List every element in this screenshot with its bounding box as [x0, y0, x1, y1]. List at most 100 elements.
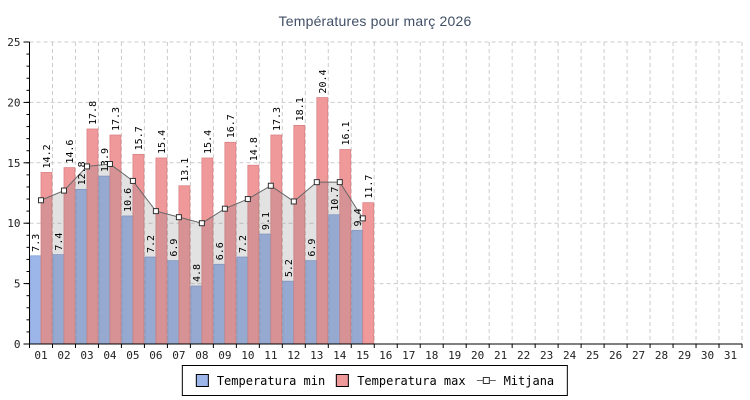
svg-text:6.9: 6.9 — [169, 239, 180, 257]
svg-text:13.9: 13.9 — [100, 148, 111, 172]
min-swatch-icon — [195, 374, 209, 387]
mitjana-marker-day-15 — [359, 215, 366, 222]
mitjana-marker-day-12 — [290, 198, 297, 205]
max-swatch-icon — [336, 374, 350, 387]
mitjana-marker-day-14 — [336, 179, 343, 186]
x-tick-label-10: 10 — [241, 349, 254, 362]
x-tick-label-07: 07 — [172, 349, 185, 362]
mitjana-marker-icon — [476, 374, 496, 387]
svg-text:6.6: 6.6 — [215, 242, 226, 260]
x-tick-label-15: 15 — [356, 349, 369, 362]
x-tick-label-25: 25 — [586, 349, 599, 362]
x-tick-label-04: 04 — [103, 349, 117, 362]
x-tick-label-08: 08 — [195, 349, 208, 362]
svg-text:25: 25 — [7, 36, 20, 49]
legend-item-max: Temperatura max — [336, 373, 466, 388]
x-tick-label-27: 27 — [632, 349, 645, 362]
svg-text:14.6: 14.6 — [65, 140, 76, 164]
x-tick-label-21: 21 — [494, 349, 507, 362]
svg-text:7.4: 7.4 — [54, 233, 65, 251]
x-tick-label-14: 14 — [333, 349, 347, 362]
svg-text:10: 10 — [7, 217, 20, 230]
svg-text:20.4: 20.4 — [318, 69, 329, 93]
x-tick-label-11: 11 — [264, 349, 277, 362]
x-tick-label-23: 23 — [540, 349, 553, 362]
svg-text:6.9: 6.9 — [307, 239, 318, 257]
svg-text:4.8: 4.8 — [192, 264, 203, 282]
legend-max-label: Temperatura max — [357, 373, 466, 388]
x-tick-label-24: 24 — [563, 349, 577, 362]
x-tick-label-01: 01 — [34, 349, 47, 362]
svg-text:20: 20 — [7, 96, 20, 109]
svg-text:9.1: 9.1 — [261, 212, 272, 230]
mitjana-marker-day-08 — [198, 220, 205, 227]
mitjana-area — [40, 164, 363, 344]
mitjana-square-glyph — [482, 377, 490, 384]
svg-text:0: 0 — [14, 338, 21, 351]
x-tick-label-17: 17 — [402, 349, 415, 362]
x-tick-label-26: 26 — [609, 349, 622, 362]
svg-text:5.2: 5.2 — [284, 259, 295, 277]
x-tick-label-02: 02 — [57, 349, 70, 362]
svg-text:17.8: 17.8 — [88, 101, 99, 125]
mitjana-marker-day-01 — [37, 197, 44, 204]
svg-text:16.7: 16.7 — [226, 114, 237, 138]
svg-text:11.7: 11.7 — [364, 175, 375, 199]
x-tick-label-31: 31 — [724, 349, 737, 362]
mitjana-marker-day-10 — [244, 196, 251, 203]
mitjana-marker-day-09 — [221, 205, 228, 212]
svg-text:7.2: 7.2 — [146, 235, 157, 253]
legend: Temperatura min Temperatura max Mitjana — [181, 365, 569, 396]
svg-text:14.2: 14.2 — [42, 144, 53, 168]
x-tick-label-16: 16 — [379, 349, 392, 362]
x-tick-label-30: 30 — [701, 349, 714, 362]
x-tick-label-03: 03 — [80, 349, 93, 362]
legend-item-mitjana: Mitjana — [476, 373, 555, 388]
x-tick-label-19: 19 — [448, 349, 461, 362]
x-tick-label-05: 05 — [126, 349, 139, 362]
svg-text:18.1: 18.1 — [295, 97, 306, 121]
x-tick-label-18: 18 — [425, 349, 438, 362]
svg-text:14.8: 14.8 — [249, 137, 260, 161]
plot-area: 7.3 7.4 12.8 13.9 10.6 7.2 6.9 4.8 6.6 7.2 9.1 5.2 6… — [7, 36, 743, 362]
legend-item-min: Temperatura min — [195, 374, 325, 388]
mitjana-marker-day-04 — [106, 161, 113, 168]
x-tick-label-12: 12 — [287, 349, 300, 362]
legend-mitjana-label: Mitjana — [503, 373, 555, 388]
x-tick-label-09: 09 — [218, 349, 231, 362]
x-tick-label-28: 28 — [655, 349, 668, 362]
chart-title: Températures pour març 2026 — [278, 13, 472, 29]
svg-text:13.1: 13.1 — [180, 158, 191, 182]
mitjana-marker-day-11 — [267, 182, 274, 189]
x-tick-label-22: 22 — [517, 349, 530, 362]
svg-text:17.3: 17.3 — [111, 107, 122, 131]
svg-text:5: 5 — [14, 278, 21, 291]
bar-max-day-15 — [362, 202, 375, 345]
svg-text:10.6: 10.6 — [123, 188, 134, 212]
svg-text:9.4: 9.4 — [353, 208, 364, 226]
x-tick-label-20: 20 — [471, 349, 484, 362]
svg-text:7.3: 7.3 — [31, 234, 42, 252]
svg-text:15.4: 15.4 — [203, 130, 214, 154]
mitjana-marker-day-07 — [175, 214, 182, 221]
value-labels: 7.3 7.4 12.8 13.9 10.6 7.2 6.9 4.8 6.6 7.2 9.1 5.2 6… — [31, 69, 375, 282]
mitjana-marker-day-02 — [60, 187, 67, 194]
x-tick-label-13: 13 — [310, 349, 323, 362]
svg-text:15: 15 — [7, 157, 20, 170]
mitjana-marker-day-06 — [152, 208, 159, 215]
gridlines — [29, 41, 743, 344]
mitjana-marker-day-03 — [83, 163, 90, 170]
mitjana-marker-day-13 — [313, 179, 320, 186]
mitjana-markers — [37, 161, 366, 227]
x-tick-label-29: 29 — [678, 349, 691, 362]
svg-text:15.4: 15.4 — [157, 130, 168, 154]
svg-text:15.7: 15.7 — [134, 126, 145, 150]
bars-temperatura-max — [40, 97, 375, 345]
svg-text:12.8: 12.8 — [77, 161, 88, 185]
mitjana-marker-day-05 — [129, 177, 136, 184]
svg-text:16.1: 16.1 — [341, 121, 352, 145]
x-tick-label-06: 06 — [149, 349, 162, 362]
svg-text:17.3: 17.3 — [272, 107, 283, 131]
